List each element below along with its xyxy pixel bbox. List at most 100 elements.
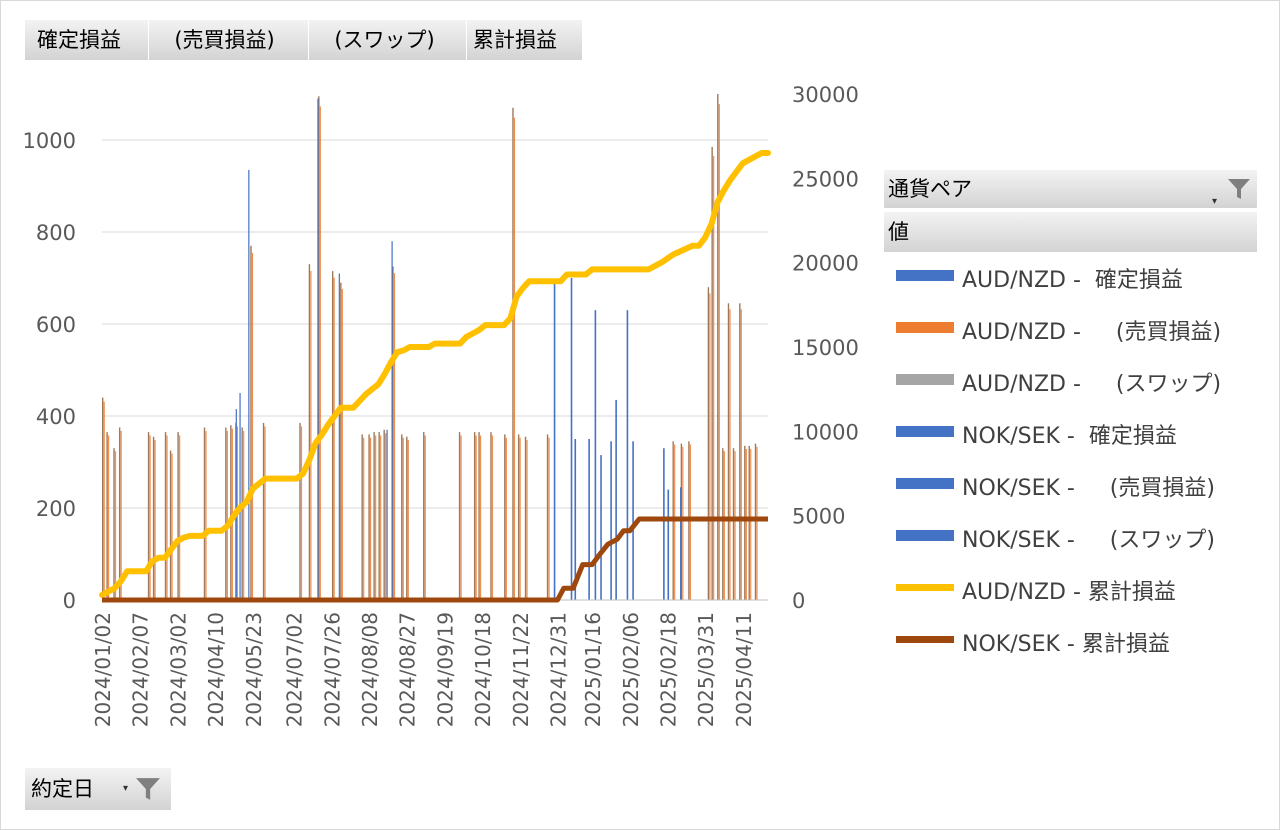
bar-aud-realized: [152, 436, 155, 600]
bar-aud-trade: [745, 448, 747, 600]
bar-aud-trade: [243, 430, 245, 600]
bar-aud-trade: [149, 435, 151, 600]
value-field-swap-button[interactable]: (スワップ): [309, 20, 467, 60]
bar-aud-trade: [107, 435, 110, 600]
bar-aud-trade: [475, 435, 477, 600]
funnel-icon[interactable]: [1227, 177, 1251, 201]
axis-field-button[interactable]: 約定日 ▾: [25, 768, 171, 810]
bar-aud-trade: [407, 439, 409, 600]
bar-aud-trade: [310, 270, 312, 600]
bar-aud-realized-spike: [239, 393, 241, 600]
bar-aud-realized: [118, 427, 121, 600]
bar-aud-realized: [478, 432, 480, 600]
bar-aud-realized-spike: [235, 409, 237, 600]
bar-aud-realized: [169, 450, 172, 600]
x-tick-label: 2024/04/10: [204, 612, 228, 727]
x-tick-label: 2024/01/02: [91, 612, 115, 727]
x-tick-label: 2024/12/31: [547, 612, 571, 727]
x-tick-label: 2024/08/08: [358, 612, 382, 727]
bar-aud-trade: [120, 430, 122, 600]
x-tick-label: 2024/07/02: [283, 612, 307, 727]
bar-aud-trade: [723, 451, 725, 600]
legend-item: NOK/SEK - (売買損益): [896, 464, 1256, 501]
bar-aud-trade: [333, 277, 335, 600]
bar-nok-realized: [553, 282, 556, 600]
bar-aud-trade: [226, 430, 228, 600]
legend-swatch: [896, 270, 954, 281]
bar-aud-trade: [713, 155, 715, 600]
bar-aud-realized: [512, 107, 514, 601]
bar-aud-realized: [203, 427, 206, 600]
bar-aud-trade: [178, 435, 181, 600]
bar-aud-realized: [299, 422, 301, 600]
bar-aud-realized: [106, 432, 108, 600]
y-left-tick-label: 1000: [23, 129, 76, 153]
legend-item: AUD/NZD - 確定損益: [896, 256, 1256, 293]
funnel-icon[interactable]: [135, 776, 161, 802]
bar-aud-trade: [729, 309, 731, 600]
bar-aud-realized: [517, 434, 520, 600]
bar-aud-realized: [225, 427, 227, 600]
bar-nok-realized: [615, 399, 617, 600]
y-right-tick-label: 10000: [792, 420, 859, 444]
bar-aud-realized: [368, 434, 370, 600]
legend-item: AUD/NZD - (スワップ): [896, 360, 1256, 397]
legend-label: NOK/SEK - 累計損益: [962, 632, 1170, 657]
bar-nok-realized: [680, 487, 682, 600]
y-left-tick-label: 800: [36, 221, 76, 245]
bar-aud-realized: [722, 448, 724, 600]
bar-aud-realized: [727, 303, 730, 600]
bar-nok-realized: [570, 278, 573, 600]
y-right-tick-label: 0: [792, 589, 805, 613]
y-right-tick-label: 15000: [792, 336, 859, 360]
legend-item: AUD/NZD - (売買損益): [896, 308, 1256, 345]
value-field-cumulative-button[interactable]: 累計損益: [467, 20, 583, 60]
x-tick-label: 2024/02/07: [129, 612, 153, 727]
y-left-tick-label: 600: [36, 313, 76, 337]
bar-aud-trade: [114, 451, 117, 600]
bar-aud-realized-spike: [248, 169, 250, 600]
bar-aud-realized: [744, 445, 746, 600]
x-tick-label: 2024/05/23: [242, 612, 266, 727]
bar-aud-trade: [750, 448, 752, 600]
bar-aud-trade: [363, 437, 365, 600]
x-tick-label: 2024/09/19: [433, 612, 457, 727]
x-tick-label: 2024/08/27: [396, 612, 420, 727]
x-tick-label: 2024/11/22: [509, 612, 533, 727]
bar-aud-realized: [113, 448, 115, 600]
bar-aud-realized: [423, 432, 425, 600]
bar-aud-trade: [154, 439, 156, 600]
x-tick-label: 2025/02/18: [656, 612, 680, 727]
bar-aud-realized: [406, 436, 408, 600]
bar-nok-realized: [594, 310, 597, 600]
legend-label: NOK/SEK - 確定損益: [962, 424, 1177, 449]
bar-aud-trade: [505, 437, 507, 600]
value-field-realized-button[interactable]: 確定損益: [25, 20, 149, 60]
y-left-tick-label: 0: [63, 589, 76, 613]
bar-aud-trade: [380, 435, 382, 600]
legend-field-button[interactable]: 通貨ペア ▾: [884, 170, 1257, 208]
bar-aud-realized: [230, 425, 232, 600]
bar-aud-realized: [331, 271, 334, 600]
bar-aud-trade: [251, 252, 254, 600]
x-tick-label: 2024/03/02: [166, 612, 190, 727]
legend-label: NOK/SEK - (売買損益): [962, 476, 1215, 501]
y-right-tick-label: 20000: [792, 252, 859, 276]
bar-aud-trade: [166, 435, 168, 600]
value-field-trade-button[interactable]: (売買損益): [149, 20, 309, 60]
bar-nok-realized: [663, 448, 665, 600]
bar-aud-trade: [103, 401, 105, 600]
bar-nok-realized: [626, 310, 629, 600]
bar-aud-trade: [460, 435, 462, 600]
bar-aud-realized: [378, 432, 380, 600]
bar-aud-realized: [707, 287, 710, 600]
bar-aud-realized: [458, 432, 461, 600]
axis-field-label: 約定日: [31, 777, 94, 801]
legend-item: AUD/NZD - 累計損益: [896, 568, 1256, 605]
bar-aud-realized-spike: [317, 98, 319, 600]
x-tick-label: 2025/01/16: [581, 612, 605, 727]
bar-aud-realized-spike: [391, 241, 393, 600]
bar-aud-realized: [717, 94, 719, 600]
bar-aud-trade: [393, 273, 396, 600]
bar-aud-realized: [373, 432, 375, 600]
